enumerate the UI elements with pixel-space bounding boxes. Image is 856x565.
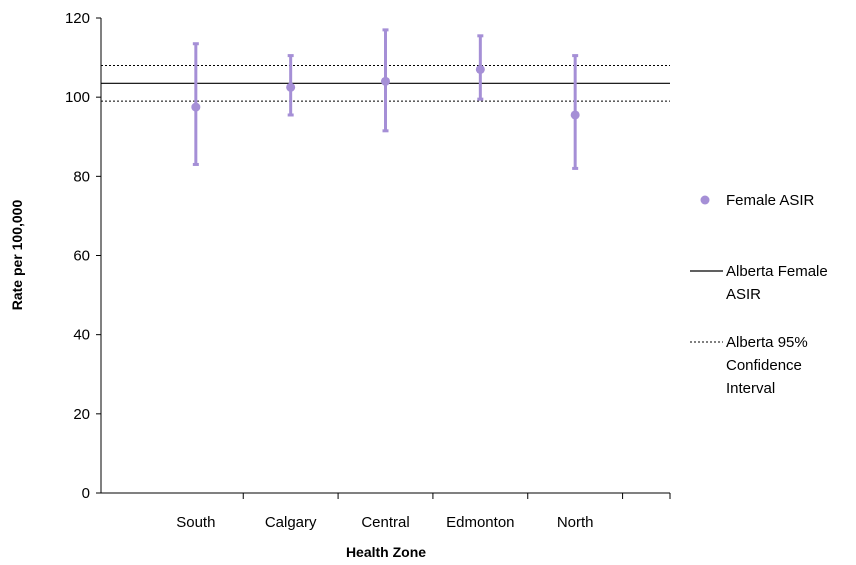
legend-label-line: Female ASIR bbox=[726, 192, 815, 209]
legend-label-line: Alberta 95% bbox=[726, 334, 808, 351]
legend-label: Female ASIR bbox=[726, 192, 815, 209]
data-point bbox=[570, 110, 580, 120]
legend: Female ASIR Alberta Female ASIR Alberta 95%… bbox=[690, 192, 828, 397]
legend-marker-female-asir bbox=[700, 195, 710, 205]
y-tick-label: 40 bbox=[73, 327, 90, 344]
data-point bbox=[191, 102, 201, 112]
x-tick-label: Calgary bbox=[265, 514, 317, 531]
legend-label: Alberta 95% Confidence Interval bbox=[726, 334, 808, 397]
legend-label: Alberta Female ASIR bbox=[726, 263, 828, 303]
y-tick-label: 80 bbox=[73, 168, 90, 185]
x-tick-label: Central bbox=[361, 514, 409, 531]
plot-area: 0 20 40 60 80 100 120 South Calgary Central Edmont… bbox=[65, 10, 671, 531]
x-axis-title: Health Zone bbox=[346, 544, 426, 560]
y-axis-title: Rate per 100,000 bbox=[9, 200, 25, 311]
x-tick-label: North bbox=[557, 514, 594, 531]
y-tick-label: 60 bbox=[73, 248, 90, 265]
x-tick-label: South bbox=[176, 514, 215, 531]
y-tick-label: 120 bbox=[65, 10, 90, 27]
data-point bbox=[286, 82, 296, 92]
y-tick-label: 0 bbox=[82, 485, 90, 502]
legend-label-line: Interval bbox=[726, 380, 775, 397]
legend-label-line: Confidence bbox=[726, 357, 802, 374]
x-tick-label: Edmonton bbox=[446, 514, 514, 531]
data-point bbox=[381, 76, 390, 86]
data-point bbox=[475, 64, 485, 74]
legend-label-line: Alberta Female bbox=[726, 263, 828, 280]
y-tick-label: 20 bbox=[73, 406, 90, 423]
legend-label-line: ASIR bbox=[726, 286, 761, 303]
y-tick-label: 100 bbox=[65, 89, 90, 106]
